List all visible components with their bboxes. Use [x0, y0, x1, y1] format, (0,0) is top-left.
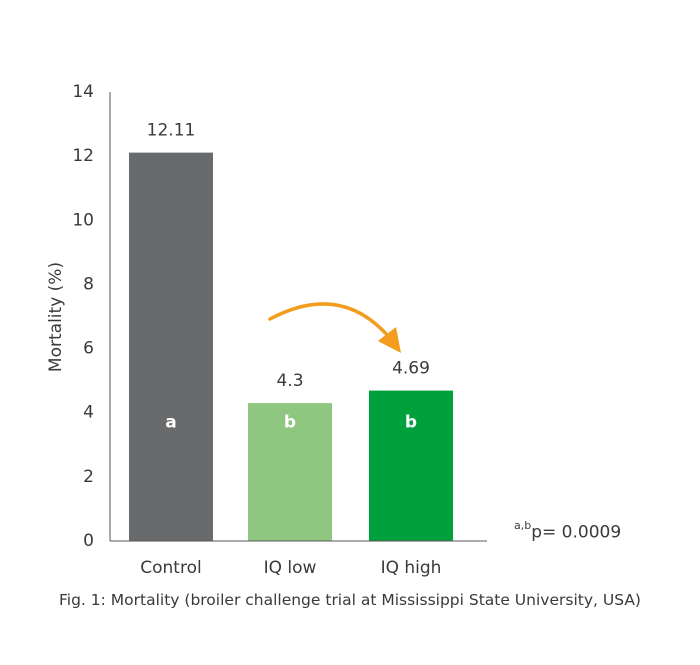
- bar-value-label: 4.3: [276, 371, 303, 391]
- bar-value-label: 12.11: [147, 121, 196, 141]
- y-tick-label: 6: [83, 339, 94, 359]
- x-category-label: IQ low: [264, 558, 317, 578]
- trend-arrow: [268, 302, 401, 353]
- y-tick-label: 12: [72, 146, 94, 166]
- p-value-text: p= 0.0009: [531, 522, 622, 543]
- y-tick-label: 0: [83, 531, 94, 551]
- x-category-label: Control: [140, 558, 201, 578]
- y-axis-title: Mortality (%): [46, 262, 66, 372]
- y-tick-label: 14: [72, 82, 94, 102]
- y-tick-label: 4: [83, 403, 94, 423]
- y-tick-label: 8: [83, 274, 94, 294]
- p-value-superscript: a,b: [514, 519, 532, 532]
- x-category-label: IQ high: [381, 558, 442, 578]
- bar-control: [129, 152, 213, 542]
- figure-caption: Fig. 1: Mortality (broiler challenge tri…: [59, 591, 641, 609]
- bars: [129, 152, 453, 542]
- bar-value-label: 4.69: [392, 359, 430, 379]
- bar-iq-high: [369, 390, 453, 541]
- arrow-head: [378, 327, 401, 353]
- significance-letter: b: [405, 412, 417, 432]
- arrow-curve: [268, 302, 390, 338]
- significance-letter: a: [165, 412, 176, 432]
- bar-labels: 12.11 a 4.3 b 4.69 b: [147, 121, 430, 433]
- y-axis: 0 2 4 6 8 10 12 14: [72, 82, 111, 551]
- significance-letter: b: [284, 412, 296, 432]
- y-tick-label: 10: [72, 210, 94, 230]
- p-value-annotation: a,bp= 0.0009: [514, 519, 622, 543]
- x-axis: Control IQ low IQ high: [110, 540, 487, 578]
- bar-iq-low: [248, 403, 332, 541]
- y-tick-label: 2: [83, 467, 94, 487]
